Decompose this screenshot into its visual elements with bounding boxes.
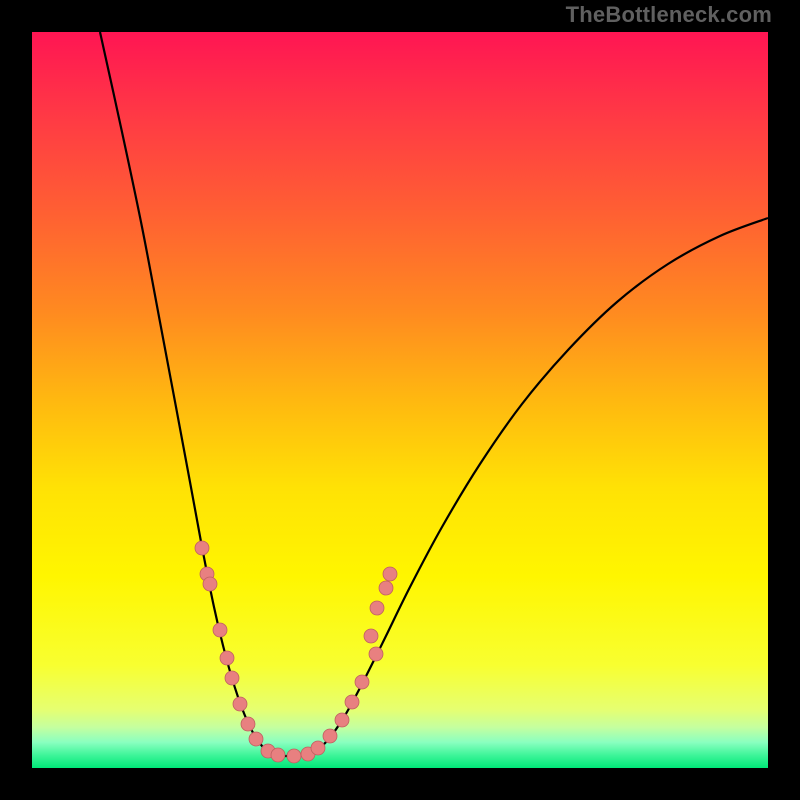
scatter-marker: [225, 671, 239, 685]
scatter-marker: [345, 695, 359, 709]
scatter-marker: [383, 567, 397, 581]
scatter-marker: [249, 732, 263, 746]
curve-overlay: [32, 32, 768, 768]
scatter-marker: [323, 729, 337, 743]
scatter-marker: [379, 581, 393, 595]
scatter-marker: [195, 541, 209, 555]
scatter-marker: [203, 577, 217, 591]
watermark-text: TheBottleneck.com: [566, 2, 772, 28]
scatter-marker: [241, 717, 255, 731]
scatter-marker: [335, 713, 349, 727]
scatter-marker: [370, 601, 384, 615]
plot-area: [32, 32, 768, 768]
scatter-marker: [311, 741, 325, 755]
v-curve: [100, 32, 768, 756]
scatter-marker: [287, 749, 301, 763]
chart-root: TheBottleneck.com: [0, 0, 800, 800]
scatter-marker: [369, 647, 383, 661]
scatter-marker: [233, 697, 247, 711]
scatter-marker: [271, 748, 285, 762]
scatter-marker: [355, 675, 369, 689]
scatter-marker: [220, 651, 234, 665]
scatter-marker: [213, 623, 227, 637]
scatter-markers: [195, 541, 397, 763]
scatter-marker: [364, 629, 378, 643]
